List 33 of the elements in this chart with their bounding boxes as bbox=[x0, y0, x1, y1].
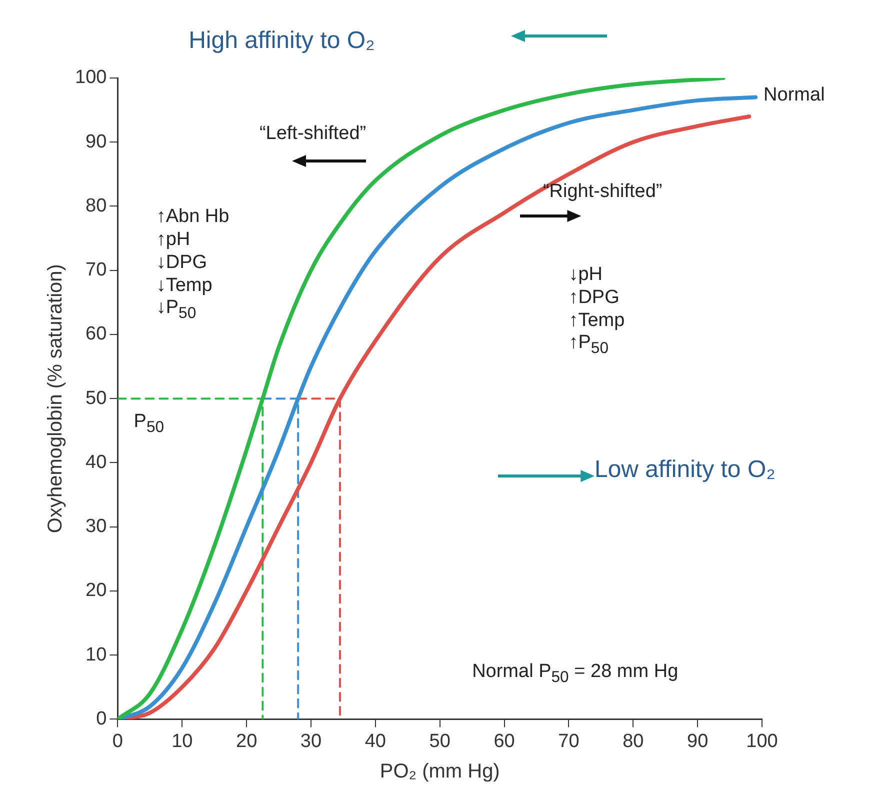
y-tick-label: 10 bbox=[86, 644, 107, 666]
x-axis-title: PO₂ (mm Hg) bbox=[380, 760, 500, 783]
series-label: Normal bbox=[764, 84, 825, 106]
annotation: ↑Abn Hb ↑pH ↓DPG ↓Temp ↓P$_{50}$ bbox=[156, 206, 230, 324]
y-tick-label: 40 bbox=[86, 452, 107, 473]
y-tick-label: 90 bbox=[86, 131, 107, 152]
x-tick-label: 30 bbox=[300, 730, 322, 752]
annotation: Low affinity to O₂ bbox=[594, 456, 776, 486]
y-tick-label: 100 bbox=[75, 67, 107, 88]
y-tick-label: 70 bbox=[86, 260, 107, 281]
annotation: P$_{50}$ bbox=[134, 411, 164, 438]
annotation: Normal P$_{50}$ = 28 mm Hg bbox=[472, 661, 678, 688]
x-tick-label: 100 bbox=[746, 730, 778, 752]
x-tick-label: 0 bbox=[112, 730, 123, 752]
annotation: ↓pH ↑DPG ↑Temp ↑P$_{50}$ bbox=[568, 264, 625, 360]
annotation: “Left-shifted” bbox=[259, 122, 366, 146]
x-tick-label: 90 bbox=[687, 730, 708, 752]
x-tick-label: 80 bbox=[622, 730, 644, 752]
x-tick-label: 40 bbox=[364, 730, 386, 752]
x-tick-label: 70 bbox=[558, 730, 580, 752]
y-axis-title: Oxyhemoglobin (% saturation) bbox=[44, 264, 67, 534]
text: High affinity to O₂ bbox=[188, 26, 375, 56]
y-tick-label: 0 bbox=[96, 708, 107, 730]
x-tick-label: 20 bbox=[236, 730, 258, 752]
y-tick-label: 30 bbox=[86, 516, 107, 538]
x-tick-label: 50 bbox=[429, 730, 450, 752]
x-tick-label: 60 bbox=[494, 730, 515, 752]
y-tick-label: 80 bbox=[86, 195, 107, 216]
annotation: “Right-shifted” bbox=[542, 180, 662, 204]
y-tick-label: 20 bbox=[86, 580, 107, 602]
y-tick-label: 60 bbox=[86, 324, 107, 345]
y-tick-label: 50 bbox=[86, 388, 107, 409]
x-tick-label: 10 bbox=[172, 730, 193, 752]
